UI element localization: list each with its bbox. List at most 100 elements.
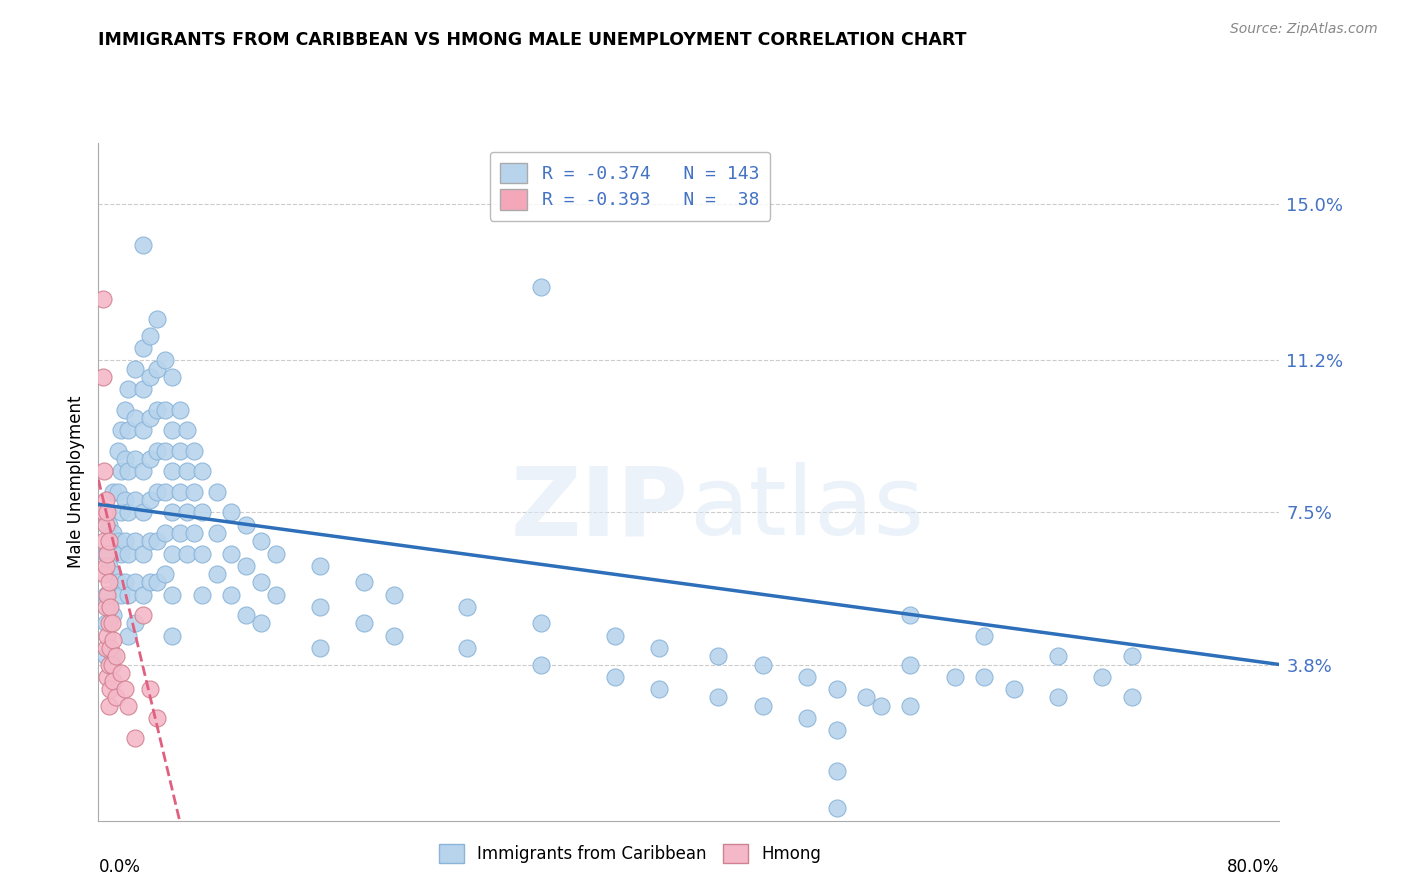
Point <box>94 588 117 602</box>
Point <box>169 402 191 417</box>
Point <box>825 723 848 738</box>
Point <box>103 608 125 623</box>
Point <box>107 485 129 500</box>
Point <box>530 616 553 631</box>
Point <box>146 443 169 458</box>
Point <box>943 670 966 684</box>
Point <box>114 682 136 697</box>
Point <box>114 402 136 417</box>
Point <box>103 485 125 500</box>
Point <box>139 682 162 697</box>
Point <box>1091 670 1114 684</box>
Point <box>162 464 183 478</box>
Point <box>117 464 139 478</box>
Point <box>1046 690 1069 705</box>
Point <box>169 485 191 500</box>
Point <box>124 731 146 746</box>
Point <box>103 649 125 664</box>
Point <box>117 698 139 713</box>
Point <box>117 547 139 561</box>
Point <box>124 575 146 590</box>
Text: atlas: atlas <box>689 462 924 556</box>
Point <box>124 534 146 549</box>
Point <box>796 711 818 725</box>
Point <box>107 534 129 549</box>
Point <box>94 616 117 631</box>
Point <box>132 382 155 396</box>
Point <box>97 698 120 713</box>
Point <box>183 443 205 458</box>
Point <box>353 575 375 590</box>
Point <box>309 599 332 614</box>
Point <box>105 649 128 664</box>
Point <box>205 567 228 582</box>
Point <box>219 588 242 602</box>
Point <box>1046 649 1069 664</box>
Point <box>124 361 146 376</box>
Point <box>973 629 995 643</box>
Point <box>169 443 191 458</box>
Point <box>146 485 169 500</box>
Point <box>264 547 287 561</box>
Point <box>96 547 118 561</box>
Point <box>132 547 155 561</box>
Point <box>169 526 191 541</box>
Point <box>176 506 198 520</box>
Point <box>139 575 162 590</box>
Point <box>707 649 730 664</box>
Point <box>146 361 169 376</box>
Point <box>176 423 198 437</box>
Point <box>91 292 114 306</box>
Point <box>103 632 125 647</box>
Point <box>191 464 214 478</box>
Point <box>97 599 120 614</box>
Point <box>132 608 155 623</box>
Point <box>96 670 118 684</box>
Point <box>796 670 818 684</box>
Point <box>855 690 877 705</box>
Point <box>124 452 146 467</box>
Point <box>110 547 132 561</box>
Point <box>97 657 120 672</box>
Point <box>100 616 122 631</box>
Point <box>98 599 121 614</box>
Point <box>94 649 117 664</box>
Point <box>235 608 257 623</box>
Point <box>205 526 228 541</box>
Point <box>105 690 128 705</box>
Point <box>530 279 553 293</box>
Point <box>153 526 176 541</box>
Point <box>456 641 478 656</box>
Point <box>309 558 332 573</box>
Point <box>96 588 118 602</box>
Point <box>94 641 117 656</box>
Point <box>235 558 257 573</box>
Text: IMMIGRANTS FROM CARIBBEAN VS HMONG MALE UNEMPLOYMENT CORRELATION CHART: IMMIGRANTS FROM CARIBBEAN VS HMONG MALE … <box>98 31 967 49</box>
Point <box>219 547 242 561</box>
Point <box>139 534 162 549</box>
Point <box>94 493 117 508</box>
Point <box>382 629 405 643</box>
Point <box>117 382 139 396</box>
Point <box>162 629 183 643</box>
Point <box>191 506 214 520</box>
Point <box>117 506 139 520</box>
Point <box>107 443 129 458</box>
Point <box>900 608 922 623</box>
Point <box>110 506 132 520</box>
Point <box>132 238 155 252</box>
Text: Source: ZipAtlas.com: Source: ZipAtlas.com <box>1230 22 1378 37</box>
Point <box>900 657 922 672</box>
Point <box>153 443 176 458</box>
Point <box>250 534 273 549</box>
Point <box>176 547 198 561</box>
Point <box>98 682 121 697</box>
Point <box>153 402 176 417</box>
Point <box>97 575 120 590</box>
Point <box>219 506 242 520</box>
Point <box>353 616 375 631</box>
Point <box>456 599 478 614</box>
Point <box>146 575 169 590</box>
Point <box>309 641 332 656</box>
Point <box>94 547 117 561</box>
